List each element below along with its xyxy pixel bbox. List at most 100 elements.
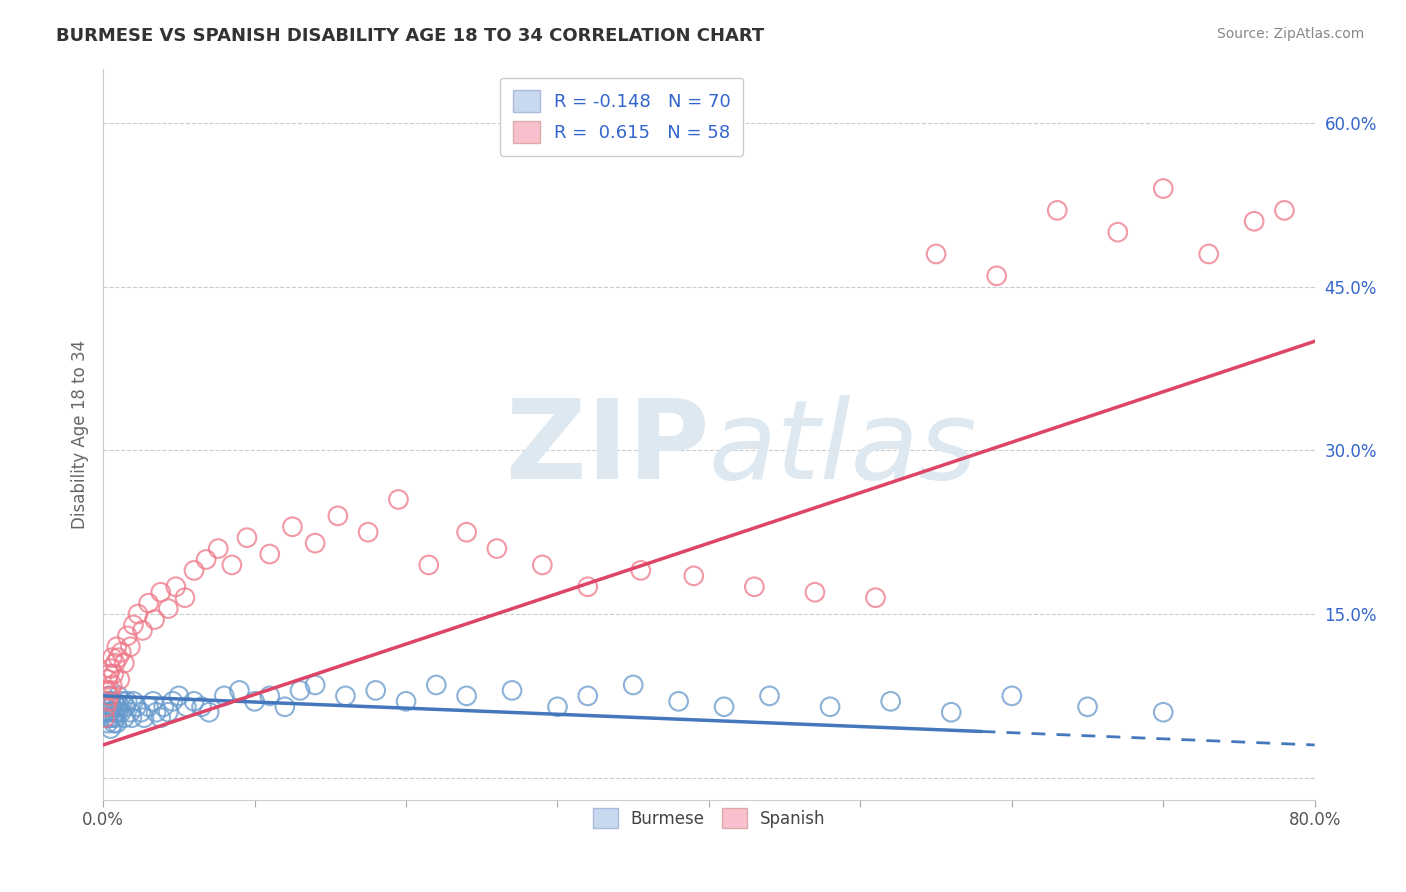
Point [129, 705, 152, 719]
Point [395, 694, 418, 708]
Point [1243, 214, 1265, 228]
Point [304, 536, 326, 550]
Point [117, 694, 139, 708]
Point [104, 705, 127, 719]
Point [93, 711, 115, 725]
Point [879, 694, 901, 708]
Point [127, 607, 149, 621]
Point [621, 678, 644, 692]
Point [165, 580, 187, 594]
Point [105, 640, 128, 654]
Point [986, 268, 1008, 283]
Point [98, 711, 121, 725]
Point [112, 656, 135, 670]
Point [101, 678, 124, 692]
Point [117, 629, 139, 643]
Point [804, 585, 827, 599]
Point [138, 699, 160, 714]
Point [100, 694, 122, 708]
Point [1152, 705, 1174, 719]
Point [143, 613, 166, 627]
Text: ZIP: ZIP [506, 395, 709, 502]
Point [98, 689, 121, 703]
Point [456, 689, 478, 703]
Point [485, 541, 508, 556]
Point [115, 699, 138, 714]
Point [100, 722, 122, 736]
Point [668, 694, 690, 708]
Point [100, 705, 122, 719]
Point [122, 694, 145, 708]
Point [288, 683, 311, 698]
Point [228, 683, 250, 698]
Point [357, 525, 380, 540]
Point [576, 580, 599, 594]
Point [107, 689, 129, 703]
Point [125, 699, 148, 714]
Point [818, 699, 841, 714]
Point [1274, 203, 1296, 218]
Point [142, 694, 165, 708]
Point [418, 558, 440, 572]
Text: atlas: atlas [709, 395, 977, 502]
Point [97, 673, 120, 687]
Point [104, 656, 127, 670]
Point [174, 591, 197, 605]
Point [157, 705, 180, 719]
Point [214, 689, 236, 703]
Point [104, 711, 127, 725]
Point [221, 558, 243, 572]
Point [93, 705, 115, 719]
Point [425, 678, 447, 692]
Point [101, 650, 124, 665]
Point [120, 640, 142, 654]
Point [259, 689, 281, 703]
Point [167, 689, 190, 703]
Point [97, 694, 120, 708]
Point [1001, 689, 1024, 703]
Point [145, 705, 167, 719]
Point [183, 563, 205, 577]
Point [152, 699, 174, 714]
Point [546, 699, 568, 714]
Point [111, 694, 134, 708]
Point [157, 601, 180, 615]
Point [744, 580, 766, 594]
Point [105, 716, 128, 731]
Point [1077, 699, 1099, 714]
Point [110, 645, 132, 659]
Point [195, 552, 218, 566]
Text: Source: ZipAtlas.com: Source: ZipAtlas.com [1216, 27, 1364, 41]
Point [207, 541, 229, 556]
Point [112, 711, 135, 725]
Point [96, 699, 118, 714]
Point [108, 673, 131, 687]
Point [682, 569, 704, 583]
Point [1046, 203, 1069, 218]
Point [131, 624, 153, 638]
Point [758, 689, 780, 703]
Point [96, 711, 118, 725]
Point [122, 618, 145, 632]
Point [149, 585, 172, 599]
Point [576, 689, 599, 703]
Point [107, 705, 129, 719]
Point [97, 716, 120, 731]
Point [105, 699, 128, 714]
Point [326, 508, 349, 523]
Point [865, 591, 887, 605]
Point [198, 705, 221, 719]
Point [149, 711, 172, 725]
Point [501, 683, 523, 698]
Point [138, 596, 160, 610]
Point [110, 705, 132, 719]
Point [120, 705, 142, 719]
Point [97, 694, 120, 708]
Point [98, 689, 121, 703]
Point [456, 525, 478, 540]
Point [335, 689, 357, 703]
Point [103, 716, 125, 731]
Point [108, 699, 131, 714]
Point [121, 711, 143, 725]
Point [100, 662, 122, 676]
